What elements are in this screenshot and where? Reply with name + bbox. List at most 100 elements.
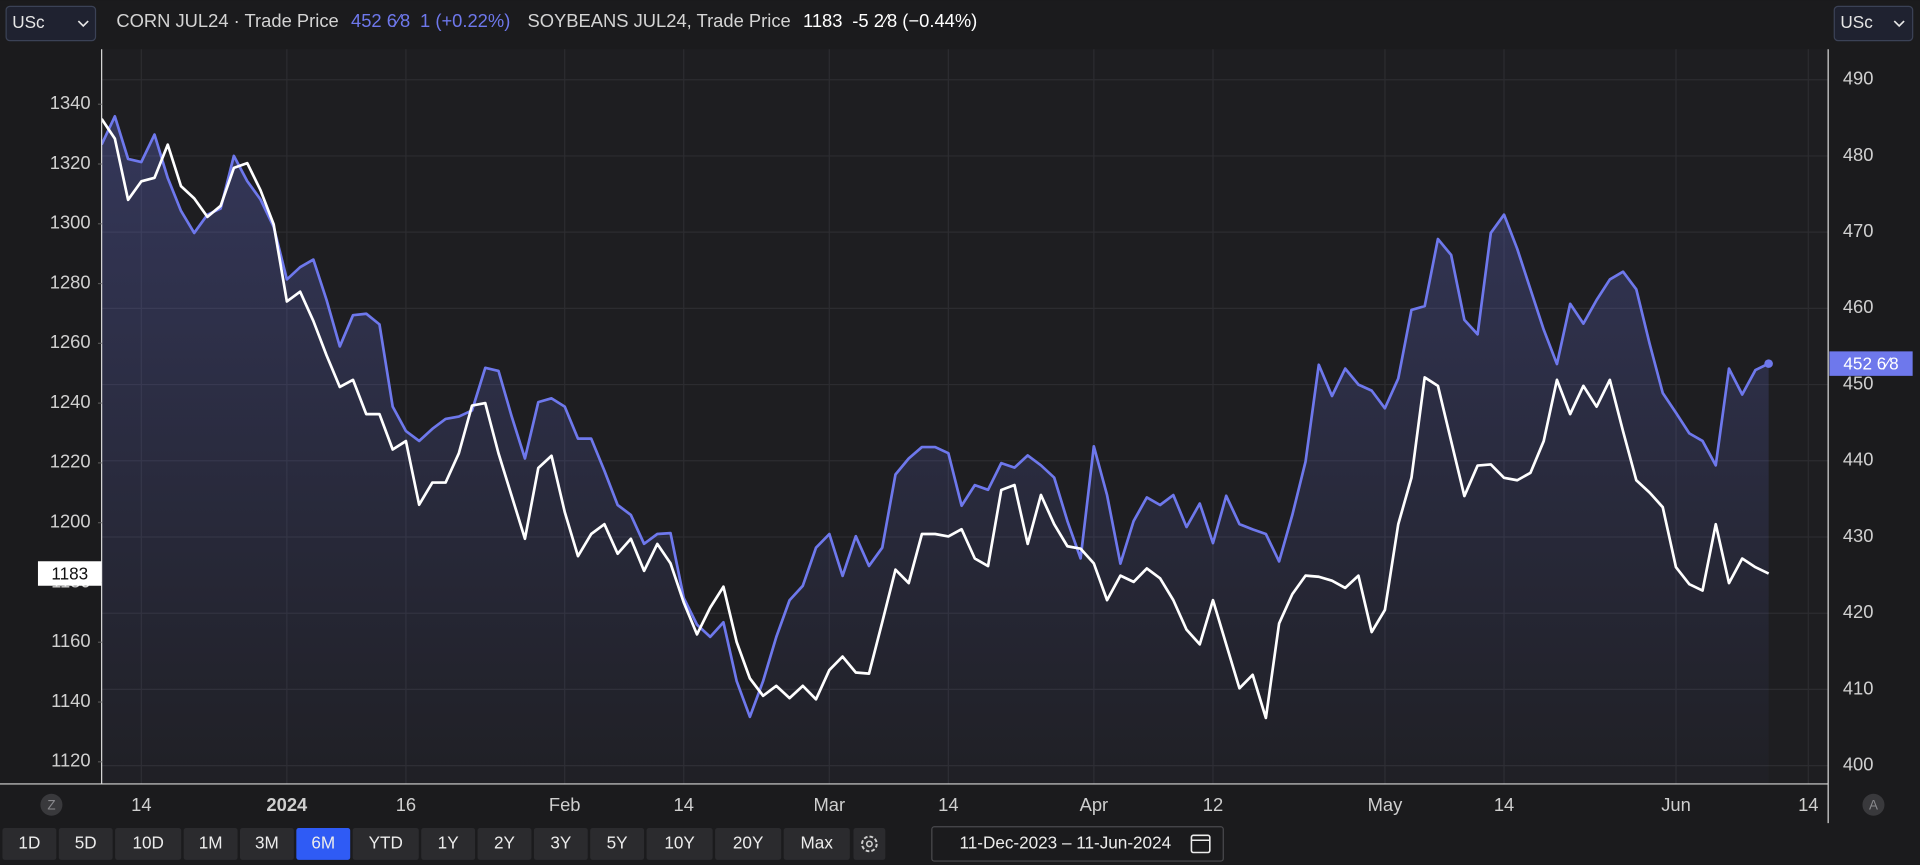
corner-left-button[interactable] <box>40 793 63 816</box>
range-button[interactable] <box>783 828 850 860</box>
axes: 14 2024 16 Feb 14 Mar 14 Apr 12 May 14 Jun 14 1120 114… <box>50 68 1874 815</box>
y2-tick-label: 460 <box>1843 296 1874 317</box>
y2-tick-label: 490 <box>1843 68 1874 89</box>
x-tick-label: 2024 <box>266 794 308 815</box>
y-tick-label: 1160 <box>51 630 90 651</box>
settings-icon-center <box>865 840 873 848</box>
range-label: 6M <box>311 832 335 852</box>
last-point <box>1764 359 1773 368</box>
settings-button[interactable] <box>853 828 886 860</box>
range-button[interactable] <box>421 828 476 860</box>
unit-select-right[interactable] <box>1833 5 1914 42</box>
range-button[interactable] <box>533 828 588 860</box>
range-label: 3Y <box>550 832 572 852</box>
legend-name: SOYBEANS JUL24, Trade Price <box>527 10 790 31</box>
range-label: 10Y <box>664 832 695 852</box>
legend-change: 1 (+0.22%) <box>420 10 510 31</box>
x-tick-label: 16 <box>396 794 416 815</box>
y2-tick-label: 450 <box>1843 372 1874 393</box>
y2-tick-label: 420 <box>1843 601 1874 622</box>
y2-tick-label: 430 <box>1843 525 1874 546</box>
range-button[interactable] <box>115 828 182 860</box>
calendar-icon <box>1190 834 1211 854</box>
range-label: 5Y <box>607 832 629 852</box>
unit-right: USc <box>1840 12 1873 32</box>
series-area <box>101 116 1769 784</box>
date-range-text: 11-Dec-2023 – 11-Jun-2024 <box>959 832 1171 852</box>
range-button[interactable] <box>646 828 713 860</box>
corner-right-label: A <box>1869 798 1878 813</box>
y-tick-label: 1340 <box>50 92 91 113</box>
x-tick-label: Mar <box>813 794 845 815</box>
range-label: YTD <box>369 832 403 852</box>
range-label: 1M <box>199 832 223 852</box>
plot <box>101 114 1770 784</box>
legend-last: 1183 <box>803 10 842 31</box>
y-tick-label: 1220 <box>50 451 91 472</box>
date-range-box[interactable] <box>931 826 1224 862</box>
last-value-label: 452 6⁄8 <box>1843 353 1898 373</box>
settings-icon <box>861 835 878 853</box>
series-line <box>101 118 1770 720</box>
corner-buttons: Z A <box>40 793 1885 816</box>
x-tick-label: 14 <box>1494 794 1514 815</box>
y-tick-label: 1120 <box>51 750 90 771</box>
y-tick-label: 1300 <box>50 212 91 233</box>
last-value-tag <box>37 561 102 586</box>
unit-select-left[interactable] <box>5 5 97 42</box>
range-label: 5D <box>75 832 97 852</box>
legend-last: 452 6⁄8 <box>351 10 410 31</box>
corner-right-button[interactable] <box>1862 793 1885 816</box>
range-button[interactable] <box>296 828 351 860</box>
x-tick-label: 14 <box>131 794 151 815</box>
range-button[interactable] <box>352 828 419 860</box>
chevron <box>77 20 89 28</box>
x-tick-label: 14 <box>938 794 958 815</box>
y-tick-label: 1320 <box>50 152 91 173</box>
range-button[interactable] <box>58 828 113 860</box>
y-tick-label: 1280 <box>50 271 91 292</box>
legend-change: -5 2⁄8 (−0.44%) <box>852 10 977 31</box>
range-label: 10D <box>132 832 163 852</box>
unit-left: USc <box>12 12 45 32</box>
range-label: Max <box>801 832 834 852</box>
legend-name: CORN JUL24 · Trade Price <box>116 10 338 31</box>
x-tick-label: 12 <box>1203 794 1223 815</box>
y2-tick-label: 440 <box>1843 449 1874 470</box>
y2-tick-label: 480 <box>1843 144 1874 165</box>
range-label: 1D <box>18 832 40 852</box>
range-button[interactable] <box>183 828 238 860</box>
range-button[interactable] <box>715 828 782 860</box>
x-tick-label: Apr <box>1080 794 1109 815</box>
y-tick-label: 1260 <box>50 331 91 352</box>
range-button[interactable] <box>2 828 57 860</box>
header: USc USc CORN JUL24 · Trade Price 452 6⁄8 1… <box>5 5 1914 42</box>
series-line <box>101 114 1770 719</box>
x-tick-label: Jun <box>1661 794 1691 815</box>
date-range: 11-Dec-2023 – 11-Jun-2024 <box>931 826 1224 862</box>
toolbar: 1D 5D 10D 1M 3M 6M YTD 1Y 2Y 3Y 5Y 10Y 20Y Max <box>2 828 886 860</box>
x-tick-label: 14 <box>1798 794 1818 815</box>
last-value-label: 1183 <box>51 563 88 583</box>
corner-left-label: Z <box>47 798 55 813</box>
range-button[interactable] <box>590 828 645 860</box>
y2-tick-label: 400 <box>1843 753 1874 774</box>
y-tick-label: 1140 <box>51 690 90 711</box>
range-label: 3M <box>255 832 279 852</box>
range-label: 1Y <box>438 832 460 852</box>
y-tick-label: 1240 <box>50 391 91 412</box>
range-button[interactable] <box>477 828 532 860</box>
range-button[interactable] <box>240 828 294 860</box>
last-value-tag <box>1829 351 1913 376</box>
chevron <box>1893 20 1905 28</box>
y2-tick-label: 470 <box>1843 220 1874 241</box>
x-tick-label: May <box>1368 794 1404 815</box>
y2-tick-label: 410 <box>1843 677 1874 698</box>
x-tick-label: 14 <box>674 794 694 815</box>
y-tick-label: 1200 <box>50 511 91 532</box>
x-tick-label: Feb <box>549 794 581 815</box>
range-label: 2Y <box>494 832 516 852</box>
range-label: 20Y <box>733 832 764 852</box>
